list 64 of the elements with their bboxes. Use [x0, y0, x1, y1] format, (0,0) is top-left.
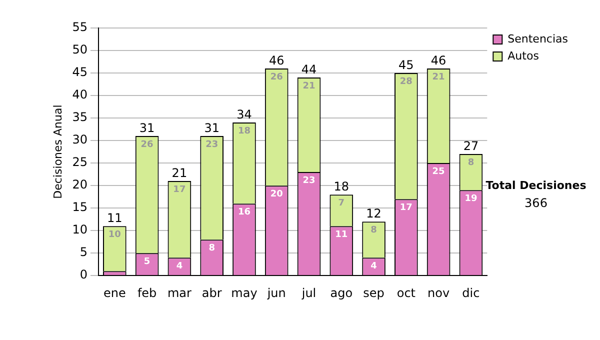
data-label: 25 — [432, 166, 445, 177]
data-label: 16 — [238, 207, 250, 218]
data-label: 26 — [140, 140, 154, 150]
data-label: 23 — [206, 140, 218, 150]
x-tick-label: oct — [396, 286, 416, 300]
data-label: 26 — [270, 72, 283, 82]
data-label: 19 — [464, 194, 478, 204]
x-tick-label: feb — [137, 286, 157, 300]
total-label: 12 — [366, 206, 382, 221]
y-tick-label: 35 — [72, 110, 88, 124]
y-tick-label: 30 — [72, 132, 88, 147]
total-label: 11 — [107, 211, 122, 226]
x-tick-label: sep — [363, 286, 384, 300]
x-tick-label: jul — [300, 286, 316, 300]
total-label: 21 — [172, 166, 188, 180]
x-tick-label: nov — [428, 286, 450, 300]
y-tick-label: 25 — [72, 155, 88, 170]
legend-label: Sentencias — [508, 32, 568, 46]
data-label: 8 — [208, 243, 215, 254]
data-label: 17 — [173, 184, 186, 195]
x-tick-label: ago — [330, 286, 353, 300]
data-label: 5 — [144, 256, 150, 267]
y-tick-label: 50 — [72, 42, 88, 57]
data-label: 10 — [108, 230, 121, 240]
data-label: 4 — [370, 261, 377, 272]
total-label: 46 — [430, 54, 446, 68]
total-label: 18 — [334, 180, 350, 194]
data-label: 21 — [432, 72, 445, 82]
total-label: 44 — [301, 62, 317, 77]
y-tick-label: 40 — [72, 88, 88, 102]
x-tick-label: dic — [462, 286, 480, 300]
y-tick-label: 45 — [72, 65, 88, 80]
y-tick-label: 5 — [80, 245, 88, 260]
data-label: 18 — [238, 126, 250, 136]
data-label: 11 — [335, 230, 348, 240]
total-label: 27 — [463, 139, 479, 154]
x-tick-label: jun — [266, 286, 286, 300]
total-label: 46 — [268, 54, 284, 68]
y-axis-title: Decisiones Anual — [51, 104, 64, 199]
data-label: 7 — [338, 198, 345, 208]
x-tick-label: ene — [103, 286, 126, 300]
total-label: 31 — [139, 121, 155, 136]
text: 366 — [524, 196, 548, 210]
data-label: 20 — [270, 189, 283, 200]
data-label: 17 — [400, 202, 412, 213]
x-tick-label: may — [231, 286, 258, 300]
y-tick-label: 20 — [72, 178, 88, 192]
y-tick-label: 15 — [72, 200, 88, 214]
y-tick-label: 10 — [72, 222, 88, 237]
data-label: 8 — [468, 158, 474, 168]
total-label: 34 — [236, 108, 252, 122]
x-tick-label: mar — [167, 286, 192, 300]
total-label: 31 — [204, 121, 220, 136]
data-label: 8 — [370, 225, 377, 236]
annotation: Total Decisiones — [486, 178, 587, 192]
data-label: 28 — [400, 76, 412, 87]
data-label: 21 — [302, 81, 316, 92]
legend-label: Autos — [508, 49, 540, 62]
data-label: 4 — [176, 261, 183, 272]
x-tick-label: abr — [202, 286, 222, 300]
y-tick-label: 55 — [72, 20, 88, 34]
total-label: 45 — [398, 58, 414, 72]
data-label: 23 — [302, 176, 316, 186]
y-tick-label: 0 — [80, 268, 88, 282]
